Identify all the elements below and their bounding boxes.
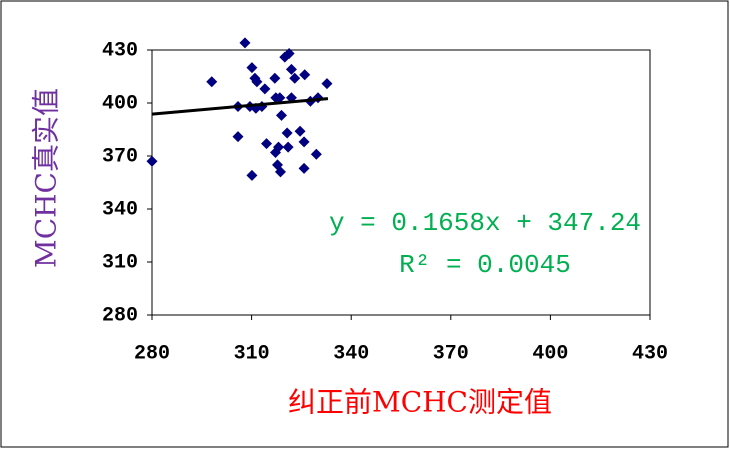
y-tick-label: 370 bbox=[102, 145, 138, 168]
point bbox=[283, 48, 295, 60]
y-tick-label: 340 bbox=[102, 198, 138, 221]
point bbox=[246, 62, 258, 74]
x-tick-label: 340 bbox=[333, 342, 369, 365]
point bbox=[289, 72, 301, 84]
point bbox=[285, 63, 297, 75]
point bbox=[146, 155, 158, 167]
point bbox=[261, 138, 273, 150]
point bbox=[246, 169, 258, 181]
x-tick-label: 370 bbox=[433, 342, 469, 365]
x-tick-label: 310 bbox=[234, 342, 270, 365]
point bbox=[272, 141, 284, 153]
point bbox=[275, 109, 287, 121]
point bbox=[206, 76, 218, 88]
y-tick-label: 400 bbox=[102, 92, 138, 115]
x-tick-label: 430 bbox=[632, 342, 668, 365]
x-tick-label: 400 bbox=[532, 342, 568, 365]
point bbox=[232, 131, 244, 143]
x-tick-label: 280 bbox=[134, 342, 170, 365]
point bbox=[274, 166, 286, 178]
point bbox=[274, 92, 286, 104]
trendline bbox=[151, 97, 329, 116]
y-tick-label: 310 bbox=[102, 251, 138, 274]
point bbox=[239, 37, 251, 49]
point bbox=[299, 69, 311, 81]
point bbox=[259, 83, 271, 95]
point bbox=[281, 127, 293, 139]
point bbox=[298, 136, 310, 148]
x-axis-title: 纠正前MCHC测定值 bbox=[288, 386, 552, 419]
point bbox=[298, 162, 310, 174]
point bbox=[269, 72, 281, 84]
point bbox=[282, 141, 294, 153]
y-tick-label: 430 bbox=[102, 39, 138, 62]
point bbox=[321, 78, 333, 90]
y-tick-label: 280 bbox=[102, 304, 138, 327]
point bbox=[294, 125, 306, 137]
equation: y = 0.1658x + 347.24 bbox=[329, 208, 641, 238]
point bbox=[249, 72, 261, 84]
y-axis-title: MCHC真实值 bbox=[30, 88, 63, 268]
point bbox=[251, 76, 263, 88]
r-squared: R² = 0.0045 bbox=[399, 250, 571, 280]
plot-area bbox=[151, 49, 651, 316]
point bbox=[310, 148, 322, 160]
